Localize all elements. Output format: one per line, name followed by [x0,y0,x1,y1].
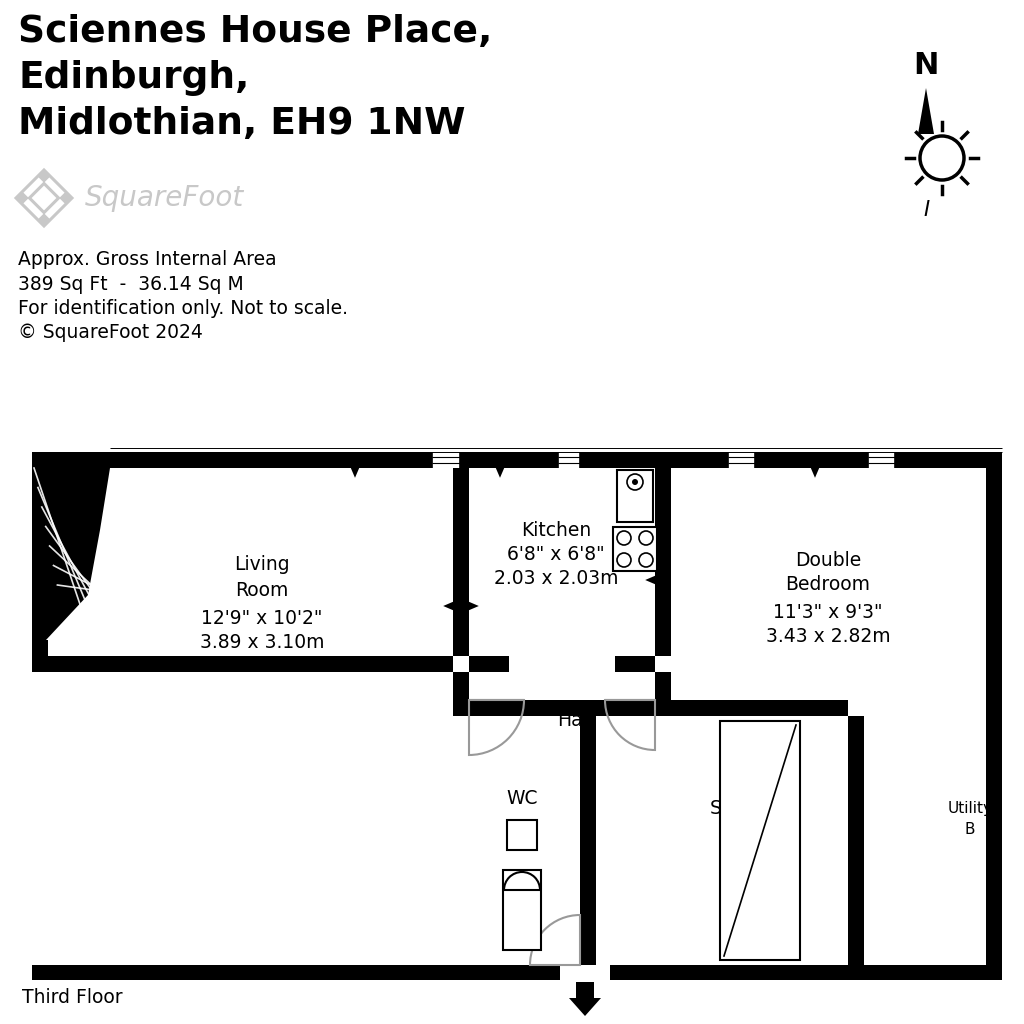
Text: B: B [965,822,975,838]
Bar [671,700,848,716]
Text: 2.03 x 2.03m: 2.03 x 2.03m [494,568,618,588]
Text: Third Floor: Third Floor [22,988,123,1007]
Bar [507,820,537,850]
Bar [720,721,800,961]
Polygon shape [32,452,110,468]
Bar [32,965,560,980]
Bar [469,700,655,716]
Bar [503,870,541,950]
Text: WC: WC [506,788,538,808]
Text: Room: Room [718,820,772,840]
Bar [32,640,48,672]
Polygon shape [17,193,28,203]
Text: Utility: Utility [947,801,992,815]
Polygon shape [48,575,57,585]
Circle shape [632,479,638,485]
Polygon shape [469,602,479,610]
Text: Living: Living [234,555,290,574]
Text: Room: Room [236,581,289,599]
Text: Hall: Hall [557,711,593,729]
Bar [655,672,671,716]
Text: 11'3" x 9'3": 11'3" x 9'3" [773,602,883,622]
Text: Approx. Gross Internal Area: Approx. Gross Internal Area [18,250,276,269]
Text: 389 Sq Ft  -  36.14 Sq M: 389 Sq Ft - 36.14 Sq M [18,275,244,294]
Bar [580,716,596,965]
Bar [615,656,655,672]
Bar [524,700,625,716]
Text: 6'8" x 6'8": 6'8" x 6'8" [507,546,605,564]
Polygon shape [39,172,49,182]
Polygon shape [569,982,601,1016]
Bar [110,452,432,468]
Bar [48,656,453,672]
Text: I: I [923,200,929,220]
Polygon shape [645,575,655,585]
Text: Bedroom: Bedroom [785,575,870,595]
Text: Sciennes House Place,: Sciennes House Place, [18,14,493,50]
Bar [848,716,864,965]
Text: 3.89 x 3.10m: 3.89 x 3.10m [200,633,325,651]
Polygon shape [443,602,453,610]
Text: Double: Double [795,551,861,569]
Bar [655,468,671,656]
Text: © SquareFoot 2024: © SquareFoot 2024 [18,323,203,342]
Bar [469,656,509,672]
Bar [986,468,1002,965]
Polygon shape [918,88,934,134]
Text: Midlothian, EH9 1NW: Midlothian, EH9 1NW [18,106,466,142]
Bar [610,965,1002,980]
Polygon shape [351,468,359,478]
Bar [460,452,558,468]
Bar [895,452,1002,468]
Text: 12'9" x 10'2": 12'9" x 10'2" [202,608,323,628]
Polygon shape [32,452,110,640]
Bar [755,452,868,468]
Text: SquareFoot: SquareFoot [85,184,245,212]
Text: 3.43 x 2.82m: 3.43 x 2.82m [766,628,890,646]
Text: Shower: Shower [710,799,780,817]
Bar [613,527,657,571]
Polygon shape [39,214,49,224]
Polygon shape [341,663,349,672]
Polygon shape [60,193,71,203]
Text: N: N [913,51,939,80]
Bar [453,672,469,716]
Bar [453,468,469,656]
Bar [453,700,469,716]
Polygon shape [811,468,819,478]
Bar [580,452,728,468]
Polygon shape [496,468,504,478]
Polygon shape [804,707,812,716]
Bar [617,470,653,522]
Text: For identification only. Not to scale.: For identification only. Not to scale. [18,299,348,318]
Text: Edinburgh,: Edinburgh, [18,60,250,96]
Text: Kitchen: Kitchen [521,520,591,540]
